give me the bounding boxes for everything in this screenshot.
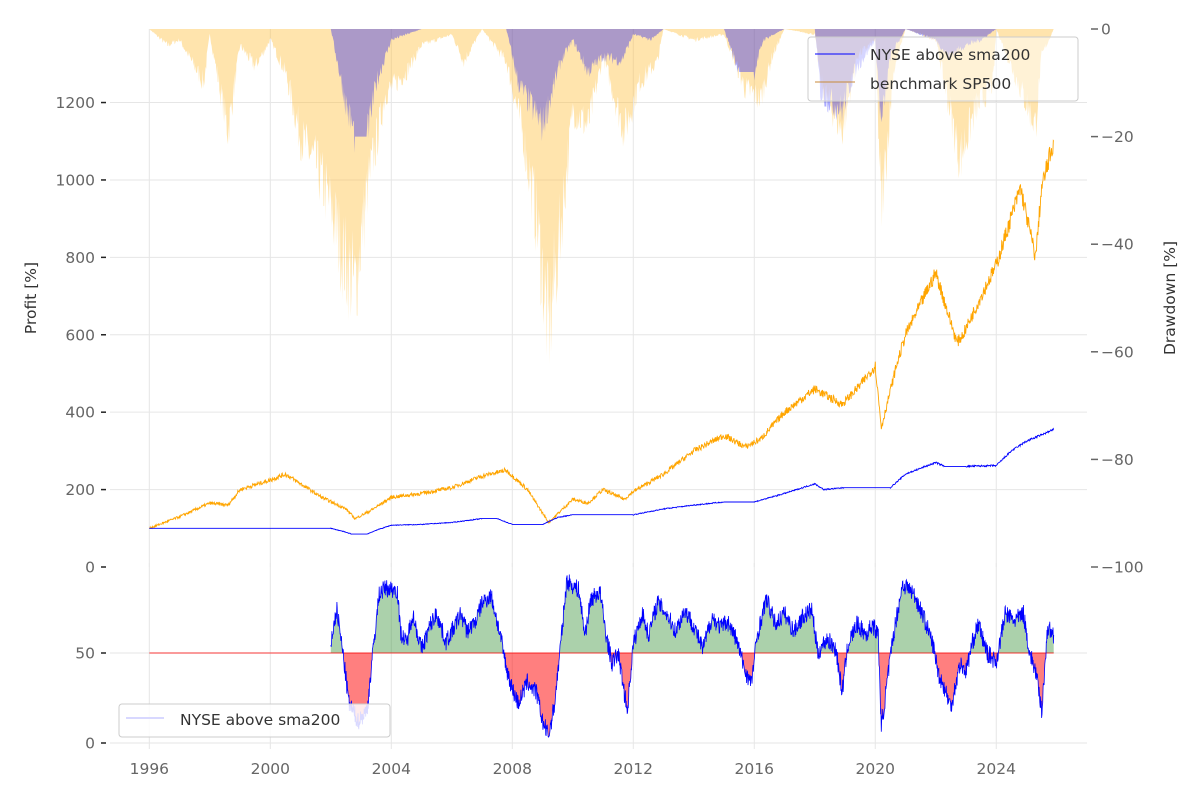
y-tick-label-profit: 200 bbox=[65, 481, 95, 499]
y-tick-label-profit: 1000 bbox=[56, 171, 95, 189]
x-tick-label: 2020 bbox=[856, 760, 895, 778]
equity-lines bbox=[149, 139, 1055, 535]
legend-label-sp500: benchmark SP500 bbox=[870, 75, 1011, 93]
y-tick-label-drawdown: 0 bbox=[1101, 21, 1111, 39]
y-axis-label-drawdown: Drawdown [%] bbox=[1161, 241, 1179, 355]
y-tick-label-drawdown: −60 bbox=[1101, 343, 1134, 361]
indicator-area-below bbox=[330, 653, 1054, 738]
equity-line-sp500 bbox=[149, 139, 1055, 530]
legend-label-indicator: NYSE above sma200 bbox=[180, 711, 340, 729]
x-tick-label: 2012 bbox=[614, 760, 653, 778]
indicator-areas bbox=[149, 574, 1055, 738]
legend-top-box bbox=[807, 36, 1079, 102]
x-tick-label: 1996 bbox=[130, 760, 169, 778]
y-axis-label-profit: Profit [%] bbox=[22, 262, 40, 334]
axis-ticks: 1996 2000 2004 2008 2012 2016 2020 2024 0 200 400 6… bbox=[56, 21, 1144, 779]
legend-top: NYSE above sma200 benchmark SP500 bbox=[807, 36, 1079, 102]
legend-bottom-box bbox=[118, 703, 391, 738]
x-tick-label: 2008 bbox=[493, 760, 532, 778]
y-tick-label-indicator: 50 bbox=[75, 645, 95, 663]
drawdown-area-sp500 bbox=[149, 29, 1054, 364]
y-tick-label-profit: 1200 bbox=[56, 94, 95, 112]
indicator-line-nyse bbox=[330, 574, 1055, 738]
x-tick-label: 2004 bbox=[372, 760, 411, 778]
y-tick-label-profit: 0 bbox=[85, 559, 95, 577]
x-tick-label: 2000 bbox=[251, 760, 290, 778]
y-tick-label-profit: 800 bbox=[65, 249, 95, 267]
y-tick-label-drawdown: −80 bbox=[1101, 451, 1134, 469]
x-tick-label: 2024 bbox=[977, 760, 1016, 778]
y-tick-label-indicator: 0 bbox=[85, 735, 95, 753]
legend-bottom: NYSE above sma200 bbox=[118, 703, 391, 738]
x-tick-label: 2016 bbox=[735, 760, 774, 778]
y-tick-label-drawdown: −40 bbox=[1101, 236, 1134, 254]
y-tick-label-drawdown: −20 bbox=[1101, 128, 1134, 146]
indicator-area-above bbox=[330, 574, 1054, 653]
y-tick-label-profit: 400 bbox=[65, 404, 95, 422]
legend-label-nyse: NYSE above sma200 bbox=[870, 46, 1030, 64]
equity-line-nyse bbox=[149, 427, 1055, 535]
equity-grid bbox=[110, 29, 1087, 567]
y-tick-label-profit: 600 bbox=[65, 326, 95, 344]
y-tick-label-drawdown: −100 bbox=[1101, 559, 1144, 577]
